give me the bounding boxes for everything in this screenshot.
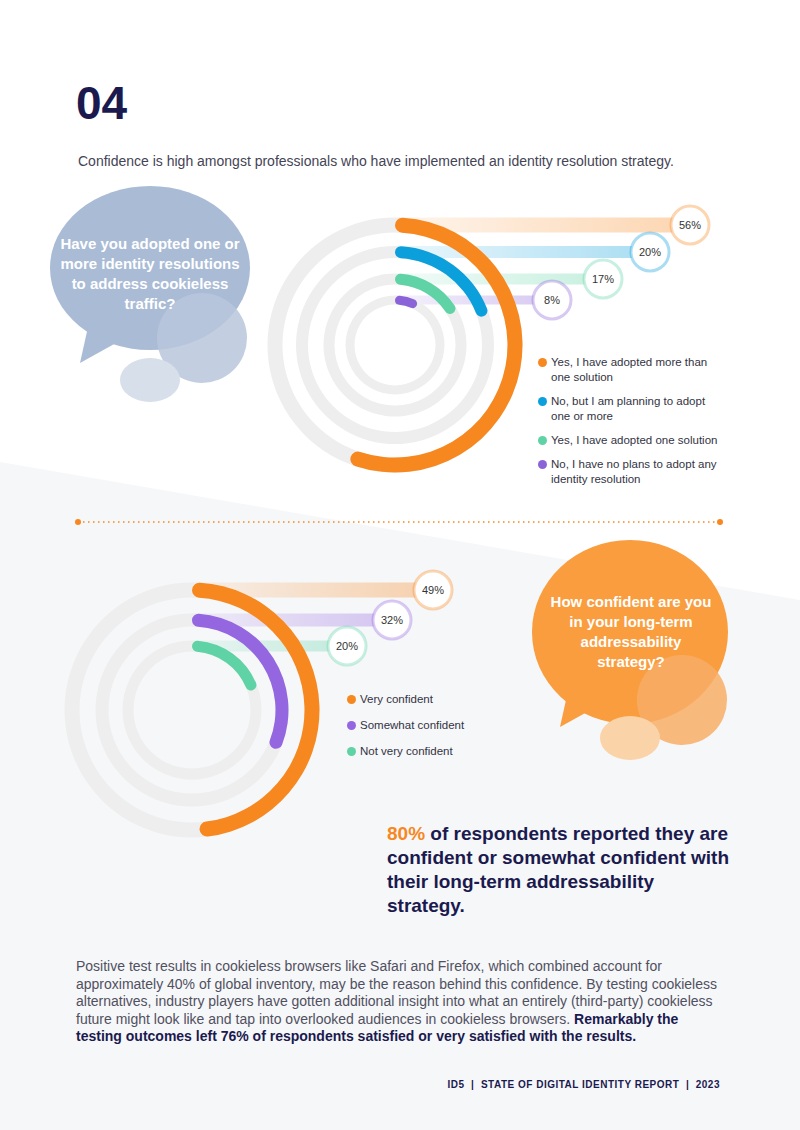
html-text:Positive test results in cooki: Positive test results in cookieless brow…: [76, 958, 717, 1044]
svg-text:56%: 56%: [679, 219, 701, 231]
html-text:Very confident: Very confident: [360, 693, 433, 705]
svg-text:20%: 20%: [336, 640, 358, 652]
html-text:80% of respondents reported th: 80% of respondents reported they are con…: [387, 823, 729, 916]
html-text:ID5 | STATE OF DIGITAL IDENTIT: ID5 | STATE OF DIGITAL IDENTITY REPORT |…: [447, 1079, 720, 1090]
html-text:Have you adopted one or more i: Have you adopted one or more identity re…: [60, 235, 240, 312]
html-text:How confident are you in your: How confident are you in your long-term …: [550, 593, 712, 670]
html-text:Somewhat confident: Somewhat confident: [360, 719, 465, 731]
svg-text:49%: 49%: [422, 584, 444, 596]
html-text:No, but I am planning to adopt: No, but I am planning to adopt one or mo…: [551, 395, 706, 422]
html-text:No, I have no plans to adopt a: No, I have no plans to adopt any identit…: [551, 458, 717, 485]
html-text:04: 04: [76, 77, 128, 129]
html-text:Not very confident: Not very confident: [360, 745, 453, 757]
svg-text:32%: 32%: [381, 614, 403, 626]
html-text:Yes, I have adopted more than: Yes, I have adopted more than one soluti…: [551, 356, 708, 383]
svg-text:20%: 20%: [639, 246, 661, 258]
svg-text:17%: 17%: [592, 273, 614, 285]
html-text:Yes, I have adopted one soluti: Yes, I have adopted one solution: [551, 434, 718, 446]
html-text:Confidence is high amongst pro: Confidence is high amongst professionals…: [78, 153, 674, 169]
svg-text:8%: 8%: [544, 294, 560, 306]
